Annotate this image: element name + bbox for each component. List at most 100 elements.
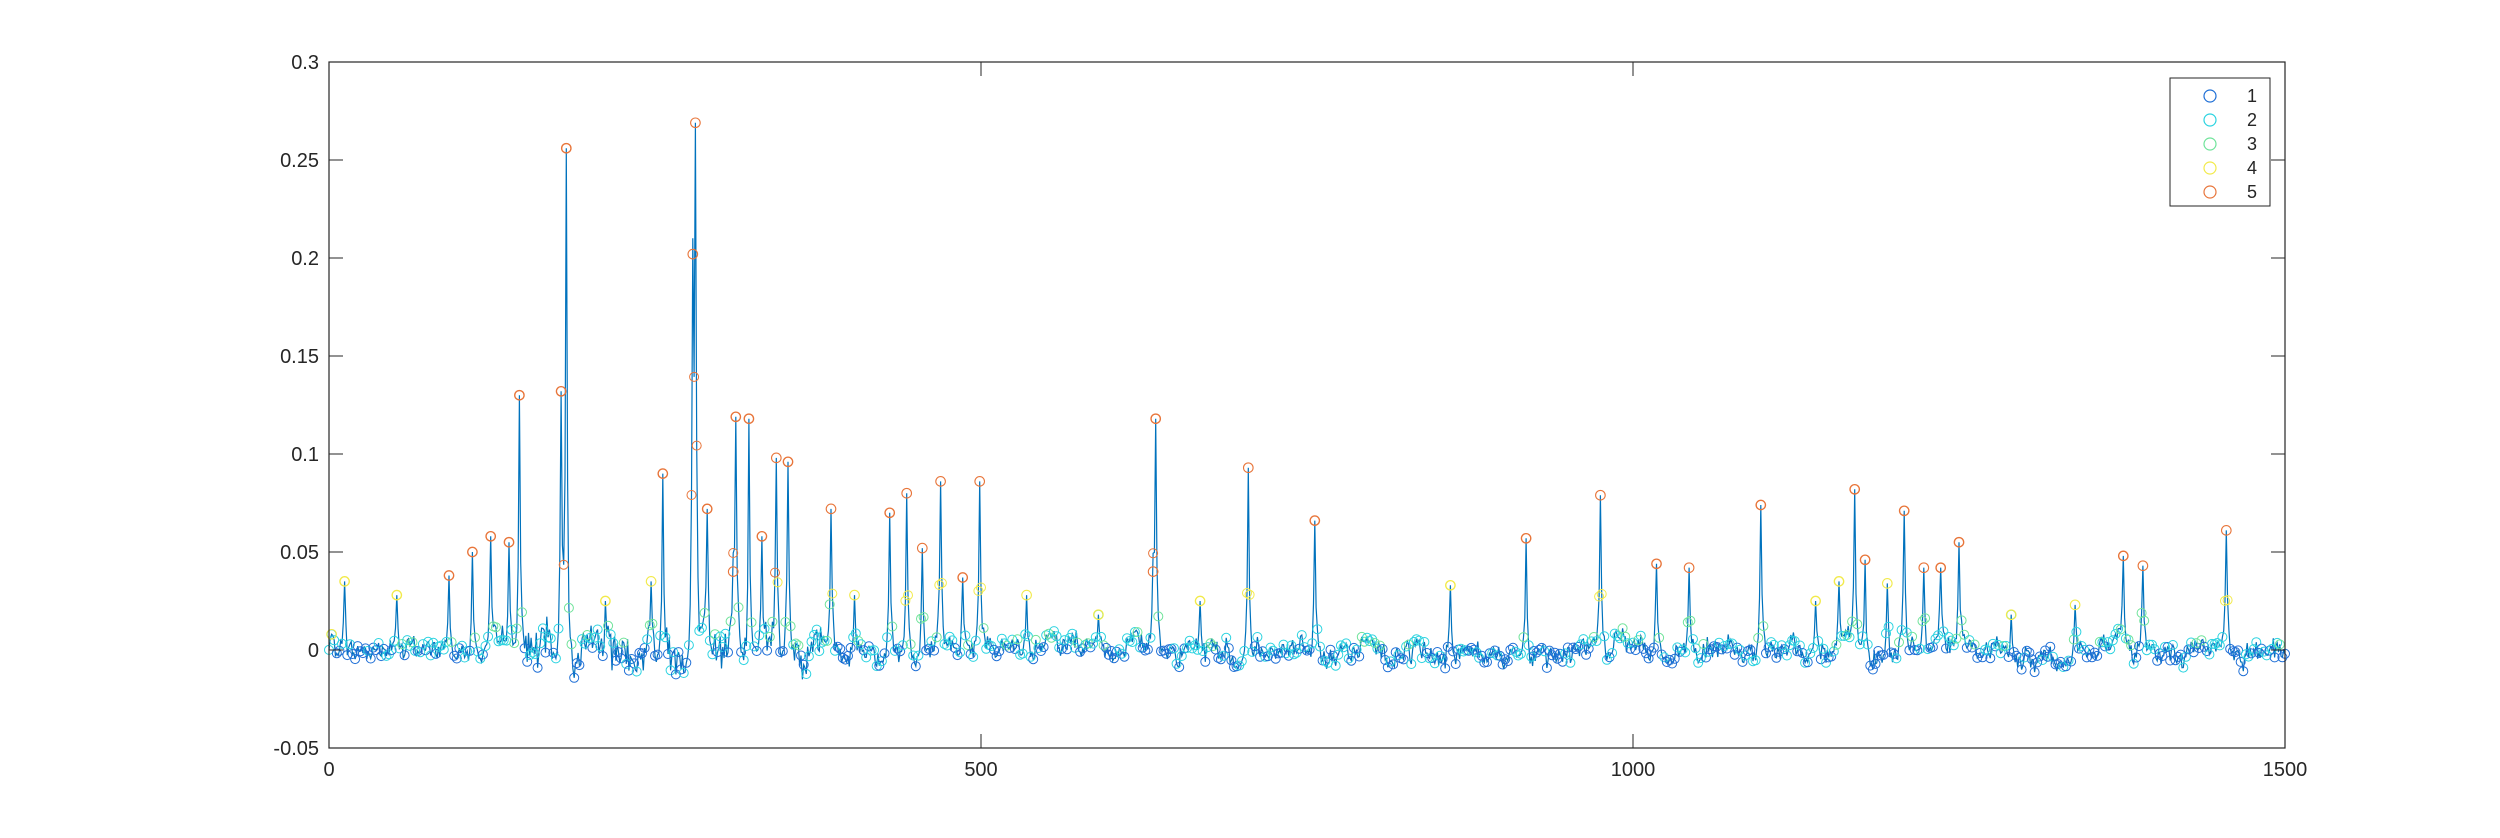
data-point-2 (955, 647, 966, 658)
data-point-2 (806, 636, 817, 647)
data-point-2 (2000, 640, 2011, 651)
data-point-3 (470, 632, 480, 643)
data-point-1 (921, 645, 932, 656)
data-point-2 (811, 624, 822, 635)
data-point-3 (1685, 615, 1696, 626)
x-tick-label: 0 (323, 759, 334, 781)
data-point-1 (1382, 662, 1393, 673)
data-point-1 (858, 645, 869, 656)
data-point-2 (968, 651, 979, 662)
data-point-2 (1330, 660, 1341, 671)
data-point-1 (1468, 644, 1479, 655)
data-point-1 (2256, 643, 2267, 654)
data-point-2 (970, 635, 981, 646)
data-point-1 (798, 659, 809, 670)
data-point-2 (1007, 634, 1018, 645)
data-point-2 (1051, 631, 1062, 642)
data-point-3 (2196, 635, 2207, 646)
data-point-2 (1127, 637, 1138, 647)
data-point-2 (2240, 649, 2251, 660)
legend-item-3[interactable]: 3 (2203, 134, 2257, 154)
data-point-3 (916, 613, 926, 624)
data-point-2 (897, 640, 908, 651)
data-point-2 (1135, 642, 1146, 653)
data-point-2 (1862, 639, 1873, 650)
data-point-2 (1335, 640, 1346, 651)
data-point-3 (1951, 633, 1962, 644)
data-point-3 (1959, 629, 1970, 640)
data-point-1 (2225, 643, 2236, 654)
legend-marker (2203, 89, 2217, 103)
data-point-4 (900, 595, 911, 606)
data-point-1 (2269, 652, 2280, 663)
data-point-2 (1320, 656, 1331, 666)
plot-frame (328, 61, 2286, 749)
data-point-2 (1122, 633, 1132, 644)
data-point-1 (1270, 653, 1281, 664)
data-point-1 (835, 643, 846, 654)
peak-point (391, 589, 403, 601)
legend-item-1[interactable]: 1 (2203, 86, 2257, 106)
data-point-3 (1518, 632, 1529, 643)
data-point-2 (1821, 657, 1831, 668)
data-point-1 (929, 645, 940, 656)
data-point-2 (1341, 638, 1352, 649)
data-point-1 (355, 646, 366, 657)
data-point-2 (1781, 650, 1792, 661)
data-point-1 (1667, 658, 1678, 669)
legend[interactable]: 1 2 3 4 5 (2169, 77, 2271, 207)
data-point-1 (1771, 652, 1782, 663)
data-point-2 (1622, 638, 1633, 649)
data-point-1 (1815, 654, 1826, 665)
data-point-1 (2021, 645, 2032, 656)
data-point-2 (1471, 647, 1482, 658)
data-point-1 (376, 651, 387, 662)
data-point-2 (754, 630, 765, 641)
data-point-2 (2251, 637, 2262, 648)
data-point-2 (1221, 632, 1232, 643)
peak-point (1859, 554, 1871, 566)
data-point-1 (623, 665, 634, 676)
data-point-2 (1914, 643, 1925, 654)
data-point-1 (540, 647, 551, 658)
legend-item-2[interactable]: 2 (2203, 110, 2257, 130)
data-point-4 (973, 585, 984, 596)
data-point-2 (707, 649, 718, 660)
data-point-1 (1489, 645, 1500, 656)
data-point-3 (1208, 641, 1219, 652)
x-tick-label: 500 (964, 759, 997, 781)
data-point-1 (1761, 648, 1771, 659)
data-point-2 (2207, 638, 2217, 649)
legend-label: 4 (2247, 158, 2257, 178)
data-point-2 (2186, 637, 2197, 648)
data-point-2 (1836, 630, 1847, 641)
data-point-2 (1891, 653, 1902, 664)
legend-item-5[interactable]: 5 (2203, 182, 2257, 202)
data-point-2 (1607, 648, 1618, 658)
data-point-2 (1703, 646, 1714, 657)
peak-point (2005, 609, 2017, 621)
data-point-2 (1883, 621, 1894, 632)
data-point-3 (582, 630, 593, 640)
peak-point (1194, 595, 1206, 607)
legend-item-4[interactable]: 4 (2203, 158, 2257, 178)
peak-point (884, 507, 896, 519)
data-point-1 (2170, 655, 2181, 666)
data-point-1 (1967, 642, 1977, 653)
data-point-5 (770, 567, 780, 578)
data-point-1 (616, 653, 627, 664)
data-point-2 (1239, 645, 1250, 656)
data-point-1 (681, 657, 692, 668)
marker-group (324, 117, 2290, 683)
data-point-2 (2261, 650, 2272, 661)
peak-point (690, 117, 701, 129)
y-tick-label: 0.3 (291, 52, 319, 74)
data-point-2 (2128, 658, 2139, 669)
data-point-2 (856, 639, 866, 650)
data-point-2 (1539, 646, 1550, 657)
data-point-2 (1714, 637, 1725, 648)
data-point-1 (464, 645, 475, 656)
data-point-5 (691, 440, 702, 451)
data-point-2 (1523, 640, 1534, 651)
